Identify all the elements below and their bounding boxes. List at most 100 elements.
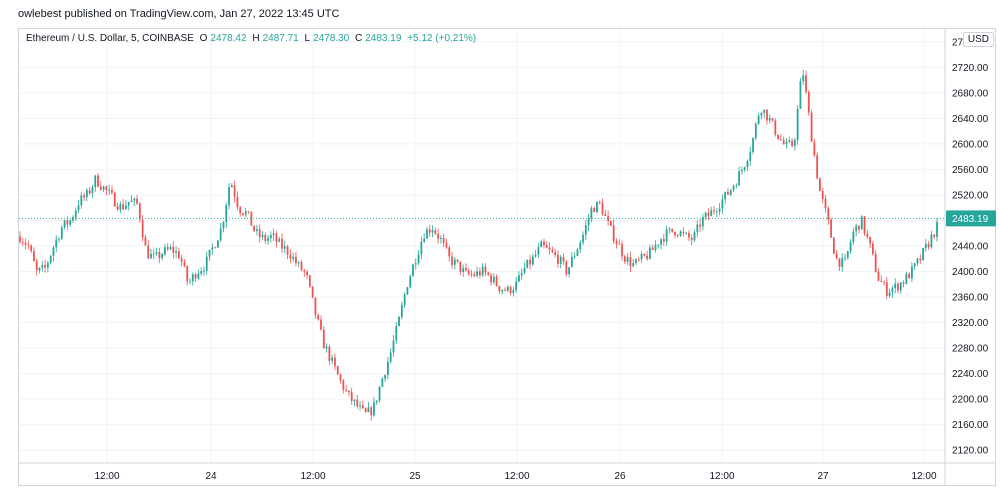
- candle-body: [640, 253, 643, 260]
- candle-body: [370, 407, 373, 416]
- candle-body: [434, 230, 437, 234]
- candle-body: [127, 201, 130, 206]
- candle-body: [97, 175, 99, 187]
- candle-body: [551, 249, 554, 253]
- candle-body: [94, 175, 97, 188]
- candle-body: [671, 228, 674, 232]
- candle-body: [841, 258, 844, 268]
- candle-body: [437, 233, 439, 239]
- candle-body: [417, 254, 420, 264]
- candle-body: [186, 266, 189, 282]
- candle-body: [166, 247, 169, 250]
- candle-body: [484, 266, 487, 273]
- candle-body: [347, 390, 350, 393]
- candle-body: [169, 246, 172, 250]
- candle-body: [41, 265, 44, 268]
- candle-body: [523, 267, 526, 273]
- candle-body: [439, 238, 442, 239]
- candle-body: [832, 237, 835, 254]
- candle-body: [239, 207, 242, 214]
- candle-body: [27, 244, 30, 246]
- candle-body: [345, 389, 348, 391]
- candle-body: [52, 247, 55, 256]
- candle-body: [504, 289, 506, 291]
- candle-body: [33, 251, 35, 262]
- candle-body: [306, 271, 308, 276]
- close-label: C: [355, 33, 363, 44]
- candle-body: [766, 109, 768, 121]
- candle-body: [398, 316, 400, 327]
- x-tick-label: 12:00: [300, 471, 325, 482]
- currency-button[interactable]: USD: [962, 32, 994, 47]
- candle-body: [729, 189, 732, 195]
- candle-body: [373, 402, 375, 416]
- candle-body: [177, 251, 180, 259]
- candle-body: [189, 281, 191, 283]
- y-tick-label: 2320.00: [952, 318, 989, 329]
- candle-body: [688, 232, 690, 238]
- candle-body: [852, 231, 855, 243]
- candle-body: [699, 224, 701, 227]
- candle-body: [473, 274, 476, 277]
- candle-body: [381, 378, 384, 387]
- candle-body: [83, 195, 86, 198]
- candle-body: [849, 242, 852, 252]
- candle-body: [696, 224, 699, 233]
- candle-body: [855, 225, 858, 232]
- candle-body: [727, 191, 729, 195]
- candle-body: [518, 275, 520, 282]
- last-price-label: 2483.19: [952, 214, 989, 225]
- candle-body: [111, 189, 113, 193]
- candle-body: [777, 134, 780, 140]
- candle-body: [838, 258, 841, 268]
- y-tick-label: 2560.00: [952, 165, 989, 176]
- candle-body: [635, 259, 637, 264]
- candle-body: [771, 118, 774, 121]
- candle-body: [604, 214, 607, 216]
- x-tick-label: 12:00: [709, 471, 734, 482]
- change-value: +5.12 (+0.21%): [407, 33, 477, 44]
- candle-body: [506, 286, 509, 291]
- candle-body: [60, 227, 63, 239]
- symbol-label[interactable]: Ethereum / U.S. Dollar, 5, COINBASE: [26, 33, 194, 44]
- candle-body: [297, 262, 300, 264]
- candle-body: [77, 205, 80, 211]
- candle-body: [150, 253, 152, 259]
- candle-body: [835, 253, 838, 259]
- candle-body: [191, 274, 194, 282]
- candle-body: [133, 198, 136, 201]
- candle-body: [774, 120, 777, 135]
- candle-body: [693, 232, 696, 241]
- candle-body: [320, 319, 322, 330]
- y-tick-label: 2640.00: [952, 114, 989, 125]
- candle-body: [462, 268, 465, 272]
- candle-body: [406, 287, 409, 295]
- candle-body: [250, 211, 253, 226]
- candle-body: [487, 272, 490, 275]
- candle-body: [216, 240, 219, 248]
- candle-body: [389, 352, 392, 362]
- candle-body: [105, 186, 108, 191]
- candle-body: [378, 386, 381, 401]
- candle-body: [545, 245, 548, 248]
- candle-body: [598, 201, 601, 203]
- candle-body: [780, 139, 782, 141]
- candle-body: [155, 252, 158, 254]
- candle-body: [844, 257, 846, 259]
- last-price-tag: [946, 210, 996, 227]
- candle-body: [102, 186, 105, 190]
- candle-body: [710, 210, 713, 216]
- candle-body: [336, 366, 339, 375]
- candle-body: [788, 140, 791, 142]
- candle-body: [152, 253, 155, 255]
- candle-body: [58, 238, 60, 240]
- candle-body: [289, 254, 292, 259]
- candle-body: [21, 242, 24, 243]
- candle-body: [311, 286, 314, 298]
- candle-body: [899, 282, 902, 291]
- candle-body: [46, 262, 49, 268]
- candle-body: [203, 270, 205, 272]
- y-tick-label: 2400.00: [952, 267, 989, 278]
- candle-body: [283, 246, 286, 249]
